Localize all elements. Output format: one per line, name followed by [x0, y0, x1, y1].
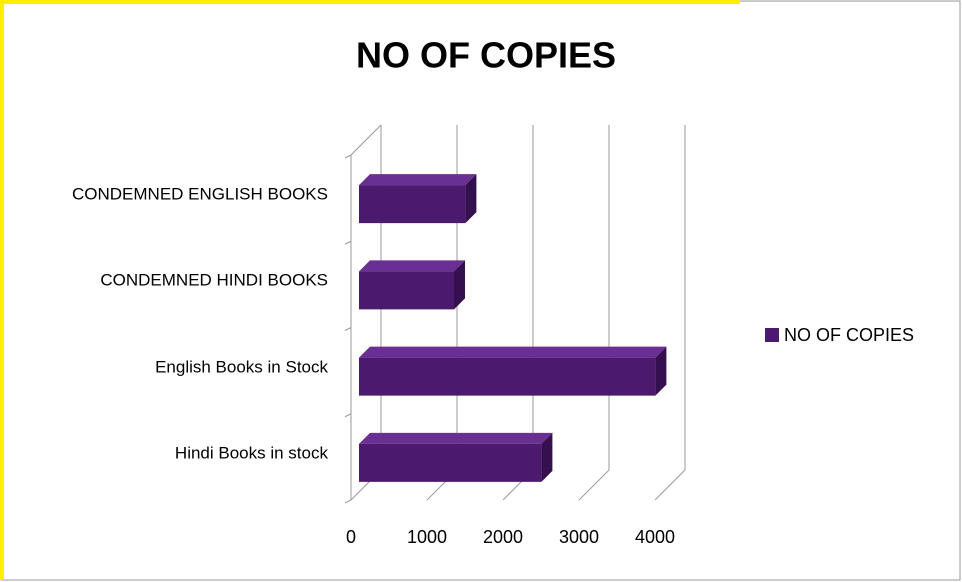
x-tick-label: 3000	[559, 527, 599, 547]
legend-swatch	[765, 328, 779, 342]
category-tick	[344, 154, 352, 159]
category-tick	[344, 499, 352, 504]
bar-top	[359, 260, 465, 272]
x-tick-label: 2000	[483, 527, 523, 547]
grid-line	[654, 469, 686, 501]
bar-front	[359, 271, 454, 310]
bar-front	[359, 185, 466, 224]
bar-side	[465, 174, 477, 224]
y-tick-label: Hindi Books in stock	[174, 443, 328, 463]
x-tick-label: 4000	[635, 527, 675, 547]
bar	[359, 260, 465, 310]
bar	[359, 432, 553, 482]
grid-line	[578, 469, 610, 501]
bar-top	[359, 432, 553, 444]
bar	[359, 174, 477, 224]
bar-top	[359, 174, 477, 186]
bar-top	[359, 346, 667, 358]
bar-side	[655, 346, 667, 396]
axis-wall	[350, 124, 382, 156]
y-tick-label: English Books in Stock	[155, 356, 328, 376]
bar-front	[359, 357, 656, 396]
bar-front	[359, 443, 542, 482]
bar	[359, 346, 667, 396]
bar-side	[454, 260, 465, 310]
legend-label: NO OF COPIES	[784, 325, 914, 345]
x-tick-label: 1000	[407, 527, 447, 547]
x-tick-label: 0	[346, 527, 356, 547]
bar-side	[541, 432, 553, 482]
y-tick-label: CONDEMNED ENGLISH BOOKS	[72, 184, 328, 204]
category-tick	[344, 327, 352, 331]
chart-title: NO OF COPIES	[356, 35, 616, 76]
frame-highlight	[0, 0, 740, 580]
category-tick	[344, 240, 352, 245]
category-tick	[344, 413, 352, 418]
y-tick-label: CONDEMNED HINDI BOOKS	[100, 270, 328, 290]
